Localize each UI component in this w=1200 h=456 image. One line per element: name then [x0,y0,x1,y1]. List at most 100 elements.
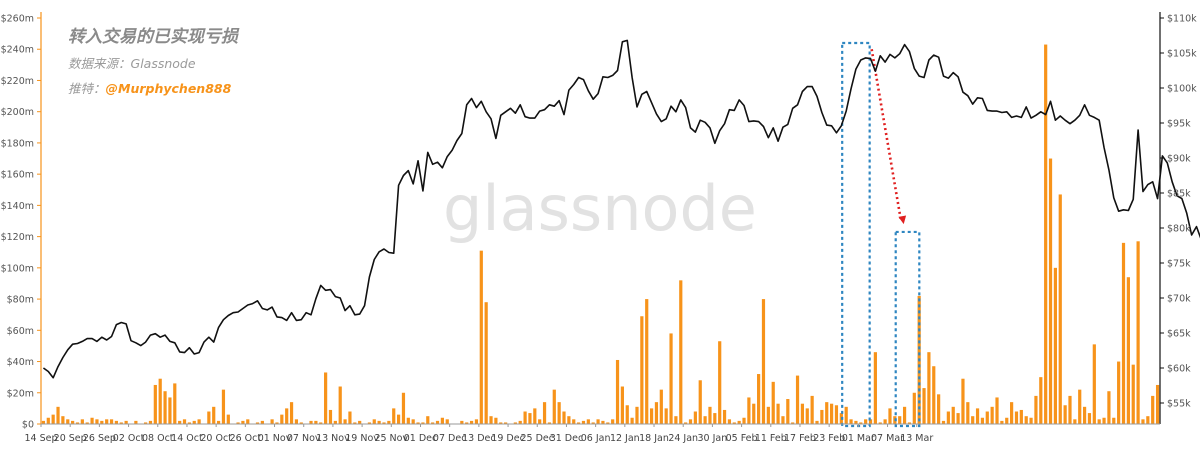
loss-bar [693,411,697,424]
loss-bar [1078,389,1082,424]
loss-bar [280,414,284,424]
x-axis-label: 02 Oct [113,433,145,444]
loss-bar [61,416,65,424]
x-axis-label: 25 Nov [374,433,408,444]
source-line: 数据来源：Glassnode [68,53,238,72]
loss-bar [182,419,187,424]
loss-bar [314,420,318,424]
loss-bar [932,366,936,424]
highlight-box [841,41,871,428]
left-axis-label: $240m [1,45,34,56]
x-axis-label: 13 Dec [462,433,496,444]
x-axis-label: 26 Oct [230,433,262,444]
loss-bar [941,420,946,424]
loss-bar [1034,395,1038,424]
loss-bar [255,422,260,424]
loss-bar [499,422,503,424]
loss-bar [990,406,994,424]
loss-bar [518,420,522,424]
left-axis-label: $140m [1,201,34,212]
loss-bar [1121,242,1126,424]
loss-bar [309,420,313,424]
loss-bar [737,420,741,424]
x-axis-label: 18 Jan [639,433,669,444]
loss-bar [148,420,153,424]
x-axis-label: 07 Nov [287,433,321,444]
loss-bar [236,422,240,424]
loss-bar [105,419,109,424]
loss-bar [1058,194,1062,424]
loss-bar [207,411,211,424]
left-axis-label: $260m [1,14,34,25]
loss-bar [601,420,605,424]
loss-bar [353,422,357,424]
loss-bar [114,420,119,424]
arrow-head [898,215,907,225]
axes-layer: $0 $20m $40m $60m $80m $100m $120m $140m $160m $1… [1,12,1197,444]
loss-bar [946,411,950,424]
loss-bar [299,422,303,424]
loss-bar [659,389,663,424]
loss-bar [825,402,829,424]
loss-bar [805,408,809,424]
loss-bar [387,420,391,424]
loss-bar [795,375,800,424]
loss-bar [688,419,693,424]
loss-bar [649,408,654,424]
loss-bar [435,420,440,424]
loss-bar [732,422,736,424]
right-axis-label: $85k [1167,189,1191,200]
bars-layer [41,44,1160,425]
loss-bar [640,316,644,424]
loss-bar [708,406,712,424]
x-axis-label: 31 Dec [550,433,584,444]
right-axis-label: $80k [1167,224,1191,235]
loss-bar [1082,406,1087,424]
left-axis-label: $0 [22,420,34,431]
loss-bar [319,422,323,424]
x-axis-label: 13 Mar [900,433,933,444]
loss-bar [878,422,882,424]
loss-bar [786,399,790,424]
loss-bar [1151,395,1155,424]
loss-bar [241,420,245,424]
loss-bar [684,422,688,424]
source-name: Glassnode [130,56,196,71]
loss-bar [810,395,814,424]
loss-bar [791,422,795,424]
x-axis-label: 14 Sep [24,433,57,444]
loss-bar [440,417,444,424]
loss-bar [898,416,902,424]
loss-bar [820,409,824,424]
loss-bar [577,422,581,424]
loss-bar [377,420,381,424]
loss-bar [980,417,985,424]
highlight-box [894,230,921,428]
loss-bar [226,414,230,424]
x-axis-label: 20 Sep [54,433,87,444]
loss-bar [109,419,114,424]
left-axis-label: $160m [1,170,34,181]
right-axis-label: $90k [1167,154,1191,165]
loss-bar [523,411,527,424]
loss-bar [664,408,668,424]
loss-bar [757,374,761,424]
loss-bar [645,299,649,424]
loss-bar [260,420,264,424]
loss-bar [868,419,873,424]
x-axis-label: 07 Dec [433,433,467,444]
loss-bar [718,341,722,424]
left-axis-label: $200m [1,107,34,118]
loss-bar [620,386,624,424]
loss-bar [1039,377,1043,424]
loss-bar [956,413,960,424]
loss-bar [173,383,177,424]
loss-bar [41,420,46,424]
annotations-layer [841,41,921,428]
loss-bar [1102,417,1106,424]
loss-bar [163,391,167,424]
loss-bar [124,420,128,424]
loss-bar [966,402,970,424]
loss-bar [1063,405,1067,424]
trend-arrow [870,49,902,220]
